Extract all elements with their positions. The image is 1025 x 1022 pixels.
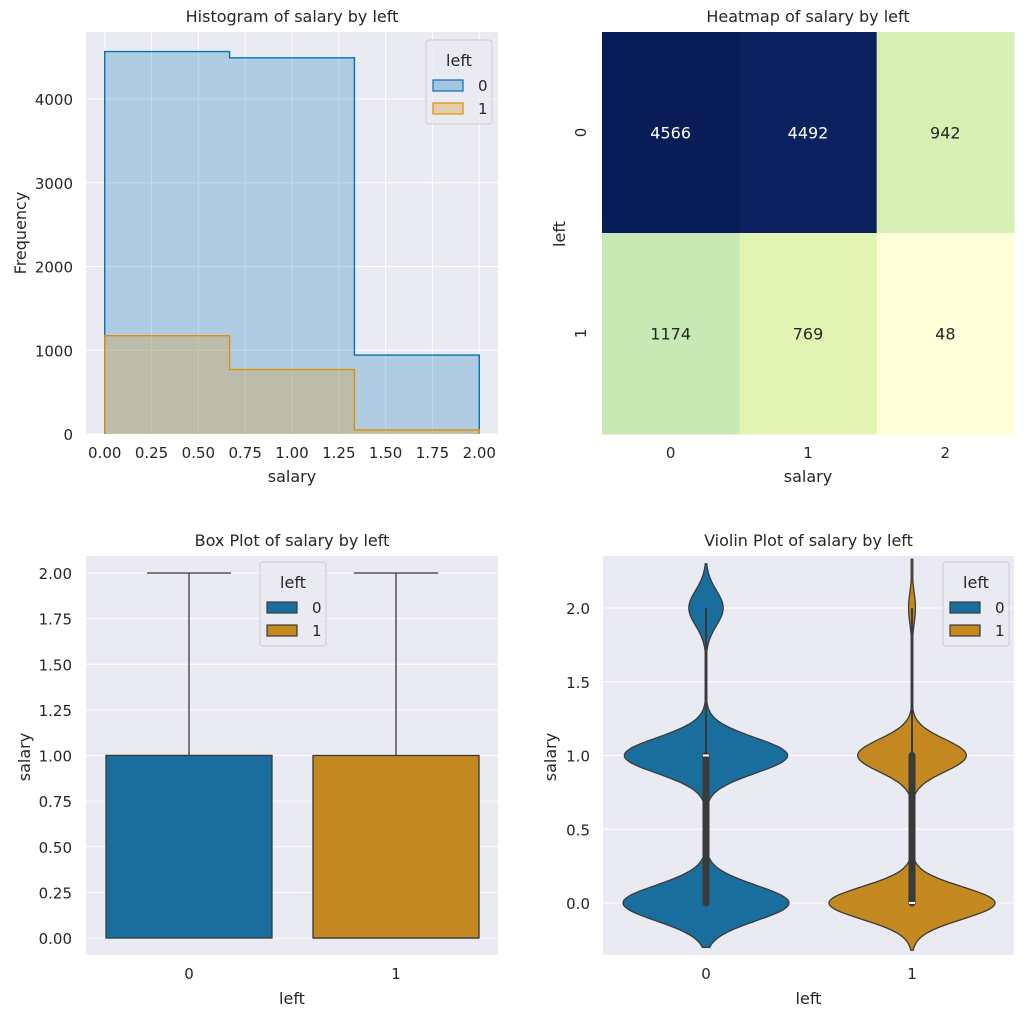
y-tick-label: 0.5 — [566, 821, 590, 839]
y-axis-label: left — [550, 221, 569, 247]
y-axis-label: salary — [15, 733, 34, 781]
legend-swatch-1 — [949, 624, 981, 637]
heatmap-cell-label: 769 — [793, 325, 824, 344]
x-tick-label: 1 — [803, 444, 813, 462]
y-tick-label: 1.5 — [566, 674, 590, 692]
y-tick-label: 1.75 — [39, 611, 72, 629]
x-tick-label: 0 — [666, 444, 676, 462]
x-tick-label: 0.75 — [228, 444, 261, 462]
chart-title: Heatmap of salary by left — [706, 7, 909, 26]
chart-title: Histogram of salary by left — [186, 7, 399, 26]
legend-label-0: 0 — [478, 77, 488, 95]
x-axis-label: left — [279, 989, 305, 1008]
x-tick-label: 1.00 — [275, 444, 308, 462]
y-tick-label: 0.00 — [39, 930, 72, 948]
heatmap-cell-label: 1174 — [650, 325, 691, 344]
heatmap-cell-label: 4566 — [650, 124, 691, 143]
x-tick-label: 2.00 — [463, 444, 496, 462]
y-tick-label: 2.00 — [39, 565, 72, 583]
heatmap-chart: 4566 4492 942 1174 769 48 0 1 2 0 1 Heatmap of sala… — [550, 7, 1015, 486]
y-tick-label: 2.0 — [566, 600, 590, 618]
y-tick-label: 0 — [572, 128, 590, 138]
heatmap-cell — [602, 233, 740, 435]
y-tick-label: 1.0 — [566, 748, 590, 766]
x-tick-label: 1.75 — [416, 444, 449, 462]
legend-swatch-0 — [432, 79, 464, 92]
legend-label-1: 1 — [478, 100, 488, 118]
y-axis-label: salary — [541, 733, 560, 781]
legend-title: left — [963, 573, 989, 592]
histogram-bar-left-0 — [229, 57, 355, 435]
box-left-0 — [105, 754, 273, 939]
legend-title: left — [280, 573, 306, 592]
x-tick-label: 2 — [941, 444, 951, 462]
y-tick-label: 3000 — [35, 175, 73, 193]
x-tick-label: 0 — [184, 965, 194, 983]
x-tick-label: 1 — [391, 965, 401, 983]
y-tick-label: 1 — [572, 329, 590, 339]
y-tick-label: 2000 — [35, 259, 73, 277]
box-plot-chart: 0.00 0.25 0.50 0.75 1.00 1.25 1.50 1.75 2.00 0 1 Bo… — [15, 531, 498, 1008]
x-axis-label: salary — [268, 467, 316, 486]
y-tick-label: 0.25 — [39, 884, 72, 902]
y-tick-label: 0.75 — [39, 793, 72, 811]
x-tick-label: 0.50 — [182, 444, 215, 462]
y-tick-label: 0.0 — [566, 895, 590, 913]
histogram-bar-left-0 — [104, 51, 230, 434]
histogram-chart: 0.00 0.25 0.50 0.75 1.00 1.25 1.50 1.75 2.00 0 100… — [11, 7, 498, 486]
y-tick-label: 4000 — [35, 91, 73, 109]
x-axis-label: left — [796, 989, 822, 1008]
x-axis-label: salary — [784, 467, 832, 486]
histogram-bar-left-1 — [354, 429, 480, 434]
heatmap-cell-label: 48 — [935, 325, 955, 344]
legend-swatch-1 — [432, 102, 464, 115]
heatmap-cell — [876, 32, 1015, 234]
chart-title: Box Plot of salary by left — [195, 531, 390, 550]
heatmap-cell — [602, 32, 740, 234]
legend-swatch-1 — [266, 624, 298, 637]
legend-label-1: 1 — [312, 622, 322, 640]
heatmap-cell — [739, 32, 878, 234]
heatmap-cell-label: 4492 — [788, 124, 829, 143]
y-tick-label: 0.50 — [39, 839, 72, 857]
chart-title: Violin Plot of salary by left — [704, 531, 913, 550]
legend-title: left — [446, 51, 472, 70]
heatmap-cell — [876, 233, 1015, 435]
x-tick-label: 0.00 — [88, 444, 121, 462]
legend-swatch-0 — [266, 601, 298, 614]
x-tick-label: 1.50 — [369, 444, 402, 462]
y-tick-label: 0 — [63, 426, 73, 444]
y-tick-label: 1000 — [35, 342, 73, 360]
histogram-bar-left-1 — [104, 335, 230, 434]
legend-label-0: 0 — [995, 599, 1005, 617]
x-tick-label: 0.25 — [135, 444, 168, 462]
y-tick-label: 1.25 — [39, 702, 72, 720]
heatmap-cell-label: 942 — [930, 124, 961, 143]
x-tick-label: 1 — [907, 965, 917, 983]
legend-label-1: 1 — [995, 622, 1005, 640]
violin-plot-chart: 0.0 0.5 1.0 1.5 2.0 0 1 Violin Plot of salary b… — [541, 531, 1014, 1008]
histogram-step-left-0 — [104, 50, 480, 434]
legend-label-0: 0 — [312, 599, 322, 617]
histogram-bar-left-1 — [229, 369, 355, 434]
x-tick-label: 0 — [701, 965, 711, 983]
heatmap-cell — [739, 233, 878, 435]
box-left-1 — [312, 754, 480, 939]
histogram-step-left-1 — [104, 334, 480, 434]
histogram-bar-left-0 — [354, 355, 480, 434]
y-axis-label: Frequency — [11, 192, 30, 275]
y-tick-label: 1.00 — [39, 748, 72, 766]
x-tick-label: 1.25 — [322, 444, 355, 462]
y-tick-label: 1.50 — [39, 656, 72, 674]
legend-swatch-0 — [949, 601, 981, 614]
